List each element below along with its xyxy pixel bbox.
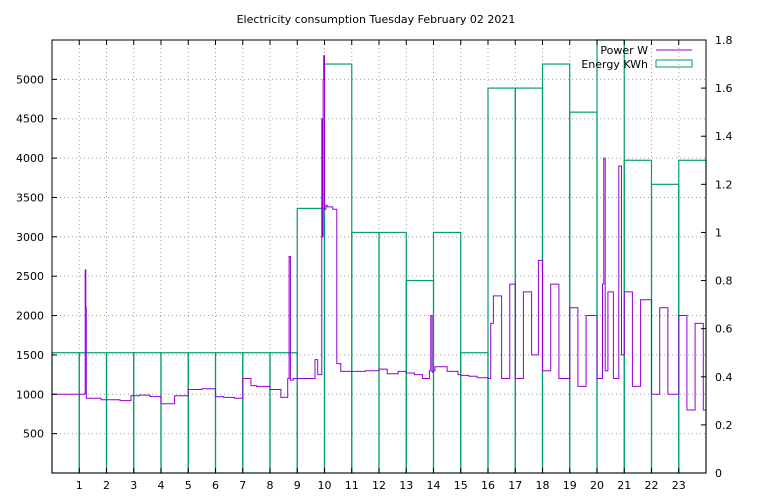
- energy-bar: [133, 352, 162, 474]
- x-tick-label: 4: [158, 479, 165, 492]
- energy-bar: [160, 352, 189, 474]
- y-right-tick-label: 0.6: [715, 323, 733, 336]
- energy-bar: [541, 63, 571, 474]
- y-right-tick-label: 1.2: [715, 178, 733, 191]
- energy-bar: [596, 39, 625, 474]
- x-tick-label: 19: [563, 479, 577, 492]
- y-left-tick-label: 4500: [16, 113, 44, 126]
- y-right-tick-label: 0.4: [715, 371, 733, 384]
- y-right-tick-label: 1.4: [715, 130, 733, 143]
- y-left-tick-label: 4000: [16, 152, 44, 165]
- energy-bar: [623, 159, 653, 474]
- y-right-tick-label: 1.8: [715, 34, 733, 47]
- y-right-tick-label: 0: [715, 467, 722, 480]
- y-right-tick-label: 1: [715, 226, 722, 239]
- x-tick-label: 15: [454, 479, 468, 492]
- x-tick-label: 11: [345, 479, 359, 492]
- energy-bar: [460, 352, 489, 474]
- x-tick-label: 22: [645, 479, 659, 492]
- legend-power-label: Power W: [600, 44, 648, 57]
- energy-bar: [187, 352, 217, 474]
- energy-bar: [569, 111, 598, 474]
- chart-title: Electricity consumption Tuesday February…: [237, 13, 516, 26]
- x-tick-label: 9: [294, 479, 301, 492]
- chart-legend: Power W Energy KWh: [581, 44, 693, 71]
- x-tick-label: 14: [427, 479, 441, 492]
- energy-bar: [487, 87, 516, 474]
- energy-bar: [378, 231, 407, 474]
- y-right-tick-label: 1.6: [715, 82, 733, 95]
- x-tick-label: 3: [130, 479, 137, 492]
- y-left-tick-label: 5000: [16, 73, 44, 86]
- x-tick-label: 21: [617, 479, 631, 492]
- energy-bar: [351, 231, 380, 474]
- x-tick-label: 1: [76, 479, 83, 492]
- y-left-tick-label: 1000: [16, 388, 44, 401]
- energy-bar: [323, 63, 353, 474]
- x-tick-label: 6: [212, 479, 219, 492]
- x-tick-label: 18: [536, 479, 550, 492]
- x-tick-label: 17: [508, 479, 522, 492]
- y-left-tick-label: 3500: [16, 191, 44, 204]
- x-tick-label: 13: [399, 479, 413, 492]
- legend-energy-label: Energy KWh: [581, 58, 648, 71]
- x-tick-label: 23: [672, 479, 686, 492]
- energy-bar: [269, 352, 298, 474]
- y-right-tick-label: 0.2: [715, 419, 733, 432]
- x-tick-label: 10: [318, 479, 332, 492]
- y-left-tick-label: 1500: [16, 349, 44, 362]
- axis-layer: 1 2 3 4 5 6 7 8 9 10 11 12 13 14 15 16 17 18 19 20 21 22 23500…: [16, 34, 733, 492]
- x-tick-label: 16: [481, 479, 495, 492]
- power-series-line: [52, 55, 706, 411]
- y-left-tick-label: 3000: [16, 231, 44, 244]
- energy-bar: [678, 159, 707, 474]
- energy-bar: [214, 352, 244, 474]
- x-tick-label: 7: [239, 479, 246, 492]
- energy-bar: [51, 352, 80, 474]
- x-tick-label: 5: [185, 479, 192, 492]
- power-line-layer: [52, 55, 706, 411]
- energy-bar: [650, 183, 680, 474]
- y-left-tick-label: 2000: [16, 310, 44, 323]
- energy-bar: [432, 231, 462, 474]
- y-right-tick-label: 0.8: [715, 275, 733, 288]
- energy-bar: [78, 352, 108, 474]
- y-left-tick-label: 2500: [16, 270, 44, 283]
- x-tick-label: 8: [267, 479, 274, 492]
- x-tick-label: 2: [103, 479, 110, 492]
- x-tick-label: 20: [590, 479, 604, 492]
- energy-bar: [242, 352, 271, 474]
- legend-energy-swatch: [655, 59, 693, 68]
- y-left-tick-label: 500: [23, 428, 44, 441]
- x-tick-label: 12: [372, 479, 386, 492]
- energy-bar: [105, 352, 135, 474]
